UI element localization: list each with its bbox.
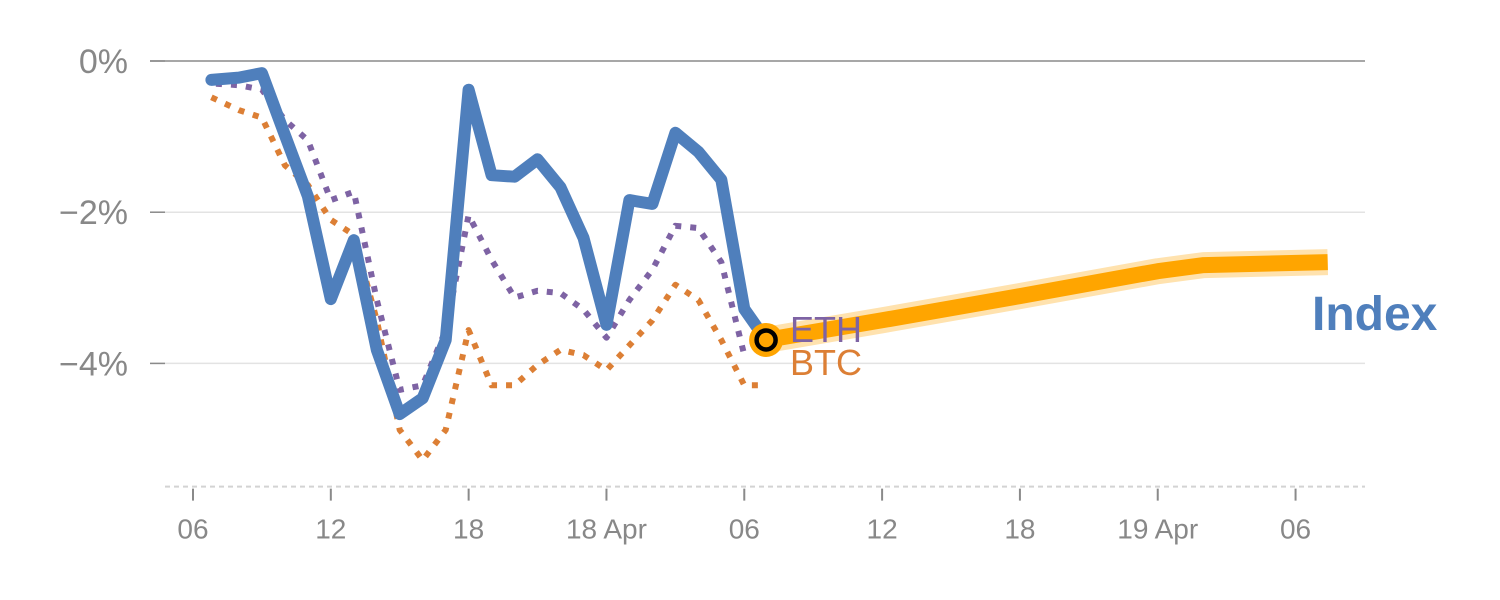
y-axis: 0% −2% −4% bbox=[59, 43, 128, 383]
x-tick-label: 06 bbox=[729, 514, 760, 545]
x-tick-label: 06 bbox=[1280, 514, 1311, 545]
series-layer bbox=[205, 67, 1329, 464]
grid bbox=[150, 60, 1365, 365]
btc-series-label: BTC bbox=[790, 342, 862, 383]
marker-group bbox=[749, 322, 784, 357]
y-tick-label: −2% bbox=[59, 194, 128, 232]
index-series-label: Index bbox=[1312, 288, 1438, 341]
eth-series-line bbox=[215, 80, 748, 393]
x-tick-label: 18 bbox=[453, 514, 484, 545]
eth-series-label: ETH bbox=[790, 309, 862, 350]
forecast-series-line bbox=[764, 254, 1328, 348]
x-axis bbox=[165, 485, 1365, 501]
y-tick-label: −4% bbox=[59, 345, 128, 383]
x-tick-label: 12 bbox=[315, 514, 346, 545]
x-tick-label: 06 bbox=[177, 514, 208, 545]
x-tick-labels: 06 12 18 18 Apr 06 12 18 19 Apr 06 bbox=[177, 514, 1311, 545]
x-tick-label: 18 Apr bbox=[566, 514, 647, 545]
index-series-line bbox=[205, 67, 773, 421]
x-tick-label: 12 bbox=[867, 514, 898, 545]
y-tick-label: 0% bbox=[79, 43, 128, 81]
x-tick-label: 19 Apr bbox=[1117, 514, 1198, 545]
current-point-marker-inner bbox=[754, 328, 778, 352]
x-tick-label: 18 bbox=[1004, 514, 1035, 545]
